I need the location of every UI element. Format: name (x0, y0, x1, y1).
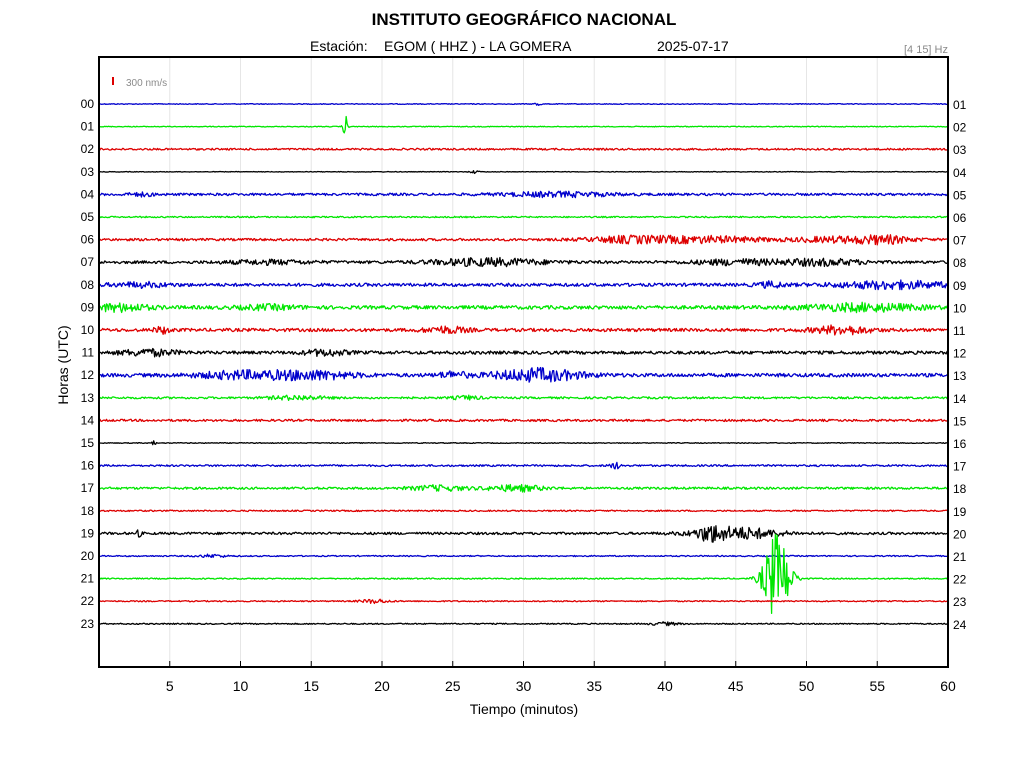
trace-hour-23 (98, 621, 949, 627)
station-label: Estación: (310, 38, 368, 54)
hour-label-right: 09 (953, 279, 967, 293)
trace-hour-17 (98, 483, 949, 493)
hour-label-right: 19 (953, 505, 967, 519)
trace-layer (98, 102, 949, 627)
trace-hour-20 (98, 553, 949, 559)
trace-hour-01 (98, 115, 949, 134)
hour-label-left: 04 (81, 187, 95, 201)
hour-label-left: 10 (81, 323, 95, 337)
x-tick-label: 60 (940, 678, 956, 694)
hour-label-right: 03 (953, 143, 967, 157)
hour-label-right: 20 (953, 527, 967, 541)
hour-label-left: 21 (81, 572, 95, 586)
y-axis-label: Horas (UTC) (55, 325, 71, 404)
hour-label-left: 02 (81, 142, 95, 156)
hour-labels: 5 10 15 20 25 30 35 40 45 50 55 60 00 01 01 02 02 03 03 04 0… (81, 97, 967, 694)
hour-label-left: 00 (81, 97, 95, 111)
hour-label-right: 10 (953, 301, 967, 315)
hour-label-left: 20 (81, 549, 95, 563)
hour-label-right: 21 (953, 550, 967, 564)
trace-hour-10 (98, 324, 949, 336)
hour-label-left: 05 (81, 210, 95, 224)
trace-hour-21 (98, 533, 949, 614)
hour-label-right: 06 (953, 211, 967, 225)
station-name: EGOM ( HHZ ) - LA GOMERA (384, 38, 572, 54)
x-tick-label: 20 (374, 678, 390, 694)
hour-label-right: 15 (953, 414, 967, 428)
x-axis-label: Tiempo (minutos) (470, 701, 578, 717)
hour-label-right: 05 (953, 188, 967, 202)
hour-label-right: 16 (953, 437, 967, 451)
frequency-band: [4 15] Hz (904, 44, 948, 56)
trace-hour-02 (98, 147, 949, 151)
trace-hour-22 (98, 598, 949, 605)
trace-hour-12 (98, 366, 949, 383)
hour-label-left: 16 (81, 459, 95, 473)
hour-label-right: 14 (953, 392, 967, 406)
hour-label-left: 13 (81, 391, 95, 405)
trace-hour-00 (98, 102, 949, 106)
trace-hour-07 (98, 256, 949, 268)
hour-label-right: 12 (953, 347, 967, 361)
x-tick-label: 30 (516, 678, 532, 694)
x-tick-label: 45 (728, 678, 744, 694)
x-tick-label: 55 (869, 678, 885, 694)
hour-label-left: 01 (81, 120, 95, 134)
trace-hour-18 (98, 509, 949, 513)
hour-label-right: 22 (953, 573, 967, 587)
hour-label-left: 17 (81, 481, 95, 495)
trace-hour-11 (98, 347, 949, 358)
hour-label-right: 11 (953, 324, 966, 338)
plot-frame (98, 56, 949, 668)
x-tick-label: 40 (657, 678, 673, 694)
scale-marker (112, 77, 114, 85)
hour-label-left: 22 (81, 594, 95, 608)
trace-hour-06 (98, 234, 949, 246)
trace-hour-08 (98, 279, 949, 291)
scale-label: 300 nm/s (126, 78, 167, 89)
hour-label-right: 23 (953, 595, 967, 609)
hour-label-left: 18 (81, 504, 95, 518)
x-tick-label: 10 (233, 678, 249, 694)
trace-hour-09 (98, 301, 949, 314)
hour-label-left: 15 (81, 436, 95, 450)
hour-label-left: 11 (82, 346, 95, 360)
trace-hour-13 (98, 394, 949, 402)
hour-label-right: 01 (953, 98, 967, 112)
hour-label-left: 03 (81, 165, 95, 179)
hour-label-right: 13 (953, 369, 967, 383)
hour-label-left: 14 (81, 413, 95, 427)
trace-hour-04 (98, 190, 949, 199)
trace-hour-03 (98, 170, 949, 175)
hour-label-left: 12 (81, 368, 95, 382)
hour-label-left: 07 (81, 255, 95, 269)
x-tick-label: 15 (303, 678, 319, 694)
trace-hour-14 (98, 418, 949, 423)
trace-hour-16 (98, 461, 949, 470)
trace-hour-19 (98, 525, 949, 543)
hour-label-right: 17 (953, 460, 967, 474)
hour-label-left: 19 (81, 526, 95, 540)
hour-label-right: 08 (953, 256, 967, 270)
hour-label-right: 04 (953, 166, 967, 180)
chart-date: 2025-07-17 (657, 38, 729, 54)
hour-label-left: 08 (81, 278, 95, 292)
hour-label-right: 07 (953, 234, 967, 248)
trace-hour-05 (98, 215, 949, 219)
x-tick-label: 5 (166, 678, 174, 694)
trace-hour-15 (98, 440, 949, 446)
chart-title: INSTITUTO GEOGRÁFICO NACIONAL (372, 10, 677, 29)
x-tick-label: 25 (445, 678, 461, 694)
hour-label-left: 06 (81, 233, 95, 247)
hour-label-right: 18 (953, 482, 967, 496)
hour-label-left: 09 (81, 300, 95, 314)
hour-label-right: 24 (953, 618, 967, 632)
hour-label-right: 02 (953, 121, 967, 135)
x-tick-label: 35 (586, 678, 602, 694)
hour-label-left: 23 (81, 617, 95, 631)
x-tick-label: 50 (799, 678, 815, 694)
